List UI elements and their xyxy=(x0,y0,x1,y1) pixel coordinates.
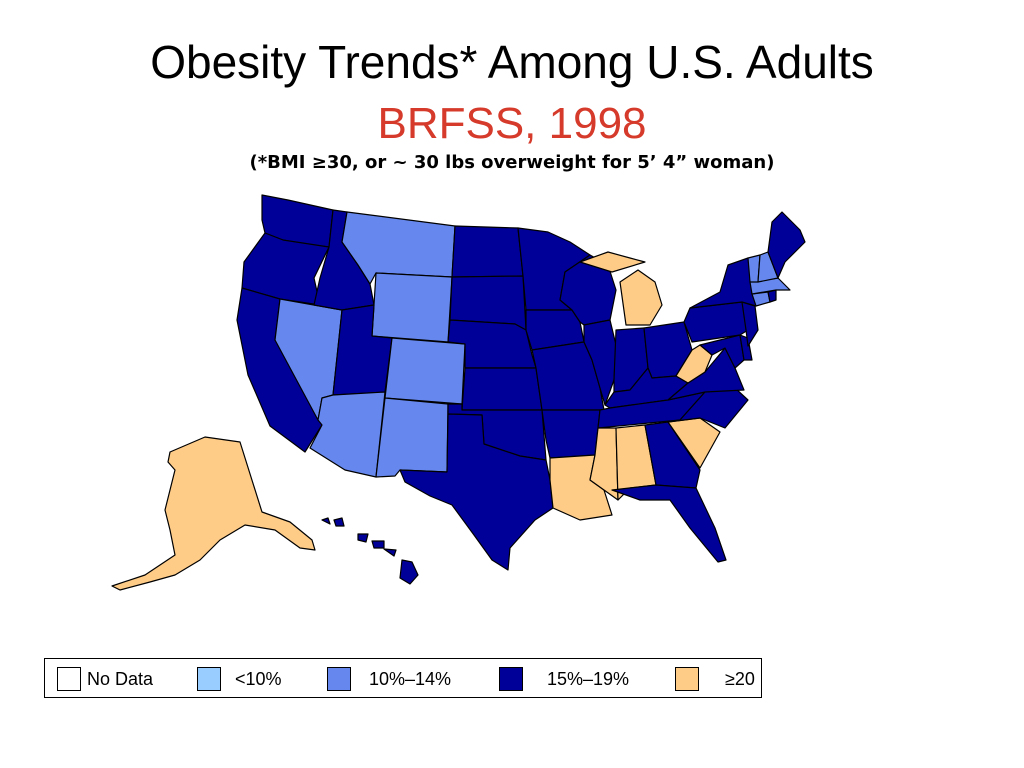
legend-label-10-14: 10%–14% xyxy=(369,668,452,689)
legend-label-lt10: <10% xyxy=(235,668,282,689)
legend-swatch-ge20 xyxy=(675,667,699,691)
state-mi xyxy=(579,251,663,326)
legend-swatch-15-19 xyxy=(499,667,523,691)
state-nd xyxy=(451,225,524,278)
state-az xyxy=(309,391,386,478)
state-wy xyxy=(371,272,453,343)
legend-swatch-lt10 xyxy=(197,667,221,691)
state-ga xyxy=(644,421,701,489)
legend-swatch-10-14 xyxy=(327,667,351,691)
state-co xyxy=(384,337,466,405)
state-me xyxy=(767,211,806,279)
legend-item-10-14: 10%–14% xyxy=(327,666,451,692)
legend-item-no-data: No Data xyxy=(57,666,153,692)
legend: No Data <10% 10%–14% 15%–19% ≥20 xyxy=(44,658,762,698)
map-title: Obesity Trends* Among U.S. Adults xyxy=(150,36,874,88)
legend-item-15-19: 15%–19% xyxy=(499,666,629,692)
state-fl xyxy=(611,484,727,563)
state-nm xyxy=(375,397,449,478)
legend-swatch-no-data xyxy=(57,667,81,691)
state-tx xyxy=(399,413,554,571)
state-hi xyxy=(321,517,419,585)
legend-item-ge20: ≥20 xyxy=(675,666,755,692)
legend-label-no-data: No Data xyxy=(87,668,154,689)
state-ar xyxy=(541,409,601,459)
legend-label-15-19: 15%–19% xyxy=(547,668,630,689)
state-ri xyxy=(767,289,777,303)
map-subtitle: BRFSS, 1998 xyxy=(377,99,647,148)
state-ak xyxy=(111,436,316,591)
state-ks xyxy=(461,367,543,411)
legend-label-ge20: ≥20 xyxy=(725,668,755,689)
map-note: (*BMI ≥30, or ~ 30 lbs overweight for 5’… xyxy=(249,152,775,173)
state-de xyxy=(739,334,753,361)
legend-item-lt10: <10% xyxy=(197,666,282,692)
